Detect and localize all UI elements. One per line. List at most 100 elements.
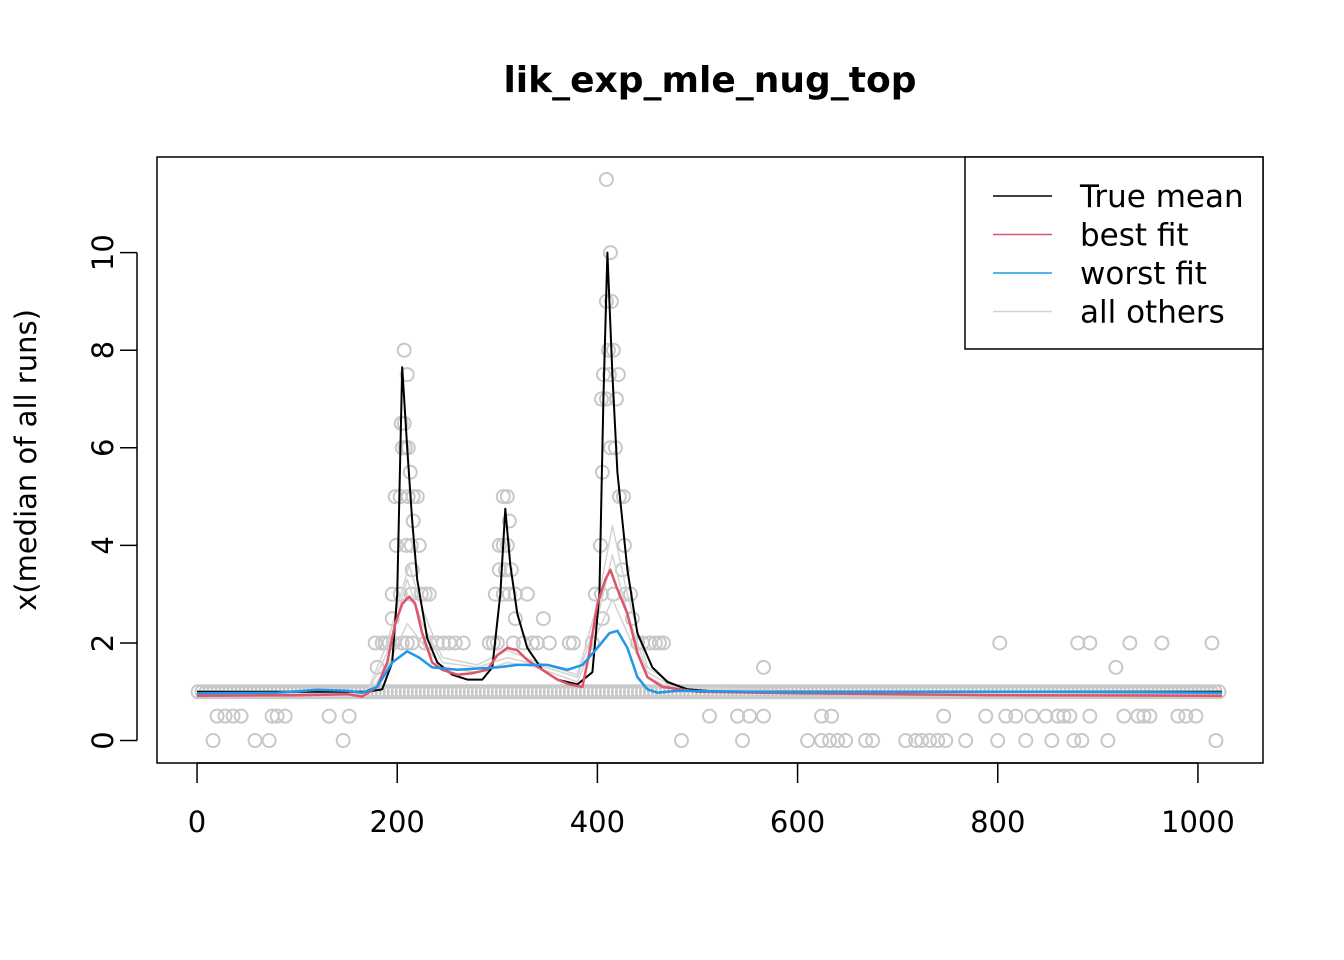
data-point <box>421 586 437 602</box>
legend-label: True mean <box>1079 179 1244 215</box>
y-axis-label: x(median of all runs) <box>9 309 43 611</box>
data-point <box>735 733 751 749</box>
data-point <box>402 464 418 480</box>
data-point <box>742 708 758 724</box>
data-point <box>838 733 854 749</box>
data-point <box>1122 635 1138 651</box>
data-point <box>608 391 624 407</box>
data-point <box>501 513 517 529</box>
data-point <box>277 708 293 724</box>
legend-label: all others <box>1080 295 1225 331</box>
x-tick-label: 400 <box>570 805 625 839</box>
data-point <box>800 733 816 749</box>
data-point <box>914 733 930 749</box>
y-tick-label: 0 <box>86 731 120 749</box>
data-point <box>647 635 663 651</box>
y-tick-label: 8 <box>86 341 120 359</box>
data-point <box>499 489 515 505</box>
data-point <box>1082 635 1098 651</box>
data-point <box>396 415 412 431</box>
data-point <box>217 708 233 724</box>
data-point <box>367 635 383 651</box>
series-line-worst-fit <box>196 629 1223 695</box>
data-point <box>601 367 617 383</box>
data-point <box>441 635 457 651</box>
data-point <box>1062 708 1078 724</box>
plot-area <box>190 171 1227 749</box>
data-point <box>209 708 225 724</box>
x-tick-label: 600 <box>770 805 825 839</box>
data-point <box>396 342 412 358</box>
data-point <box>814 733 830 749</box>
data-point <box>501 586 517 602</box>
data-point <box>1100 733 1116 749</box>
data-point <box>561 635 577 651</box>
data-point <box>507 611 523 627</box>
data-point <box>233 708 249 724</box>
data-point <box>491 537 507 553</box>
data-point <box>403 537 419 553</box>
data-point <box>998 708 1014 724</box>
data-point <box>992 635 1008 651</box>
data-point <box>1024 708 1040 724</box>
data-point <box>1044 733 1060 749</box>
data-point <box>535 611 551 627</box>
data-point <box>936 708 952 724</box>
data-point <box>651 635 667 651</box>
data-point <box>399 635 415 651</box>
data-point <box>814 708 830 724</box>
data-point <box>565 635 581 651</box>
data-point <box>455 635 471 651</box>
data-point <box>1074 733 1090 749</box>
y-tick-label: 6 <box>86 439 120 457</box>
data-point <box>205 733 221 749</box>
data-point <box>858 733 874 749</box>
data-point <box>822 733 838 749</box>
data-point <box>756 708 772 724</box>
data-point <box>447 635 463 651</box>
data-point <box>399 367 415 383</box>
data-point <box>541 635 557 651</box>
data-point <box>225 708 241 724</box>
data-point <box>341 708 357 724</box>
data-point <box>394 635 410 651</box>
axes: 0 200 400 600 800 1000 0 2 4 6 8 10 <box>86 234 1235 839</box>
data-point <box>1008 708 1024 724</box>
data-point <box>411 537 427 553</box>
data-point <box>673 733 689 749</box>
data-point <box>1136 708 1152 724</box>
x-tick-label: 0 <box>188 805 206 839</box>
data-point <box>1204 635 1220 651</box>
y-tick-label: 2 <box>86 634 120 652</box>
data-point <box>384 586 400 602</box>
data-point <box>392 586 408 602</box>
data-point <box>1208 733 1224 749</box>
data-point <box>602 245 618 261</box>
data-point <box>922 733 938 749</box>
data-point <box>1142 708 1158 724</box>
data-point <box>830 733 846 749</box>
series-line-all-others <box>196 525 1222 693</box>
data-point <box>247 733 263 749</box>
data-point <box>605 342 621 358</box>
data-point <box>865 733 881 749</box>
data-point <box>1188 708 1204 724</box>
data-point <box>269 708 285 724</box>
chart-title: lik_exp_mle_nug_top <box>503 60 916 101</box>
data-point <box>655 635 671 651</box>
legend-label: best fit <box>1080 218 1189 254</box>
x-tick-label: 200 <box>370 805 425 839</box>
data-point <box>600 342 616 358</box>
data-point <box>978 708 994 724</box>
series-line-all-others <box>196 554 1222 695</box>
data-point <box>930 733 946 749</box>
data-point <box>1066 733 1082 749</box>
data-point <box>489 635 505 651</box>
data-point <box>1178 708 1194 724</box>
data-point <box>990 733 1006 749</box>
data-point <box>756 659 772 675</box>
x-tick-label: 1000 <box>1161 805 1235 839</box>
data-point <box>495 489 511 505</box>
